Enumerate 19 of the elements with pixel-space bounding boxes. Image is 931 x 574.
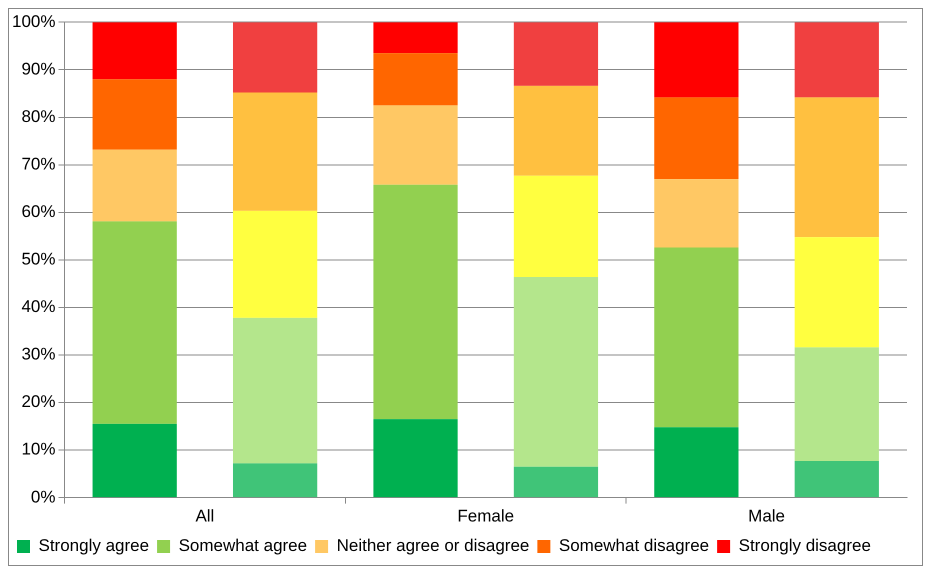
y-tick-label: 100% <box>12 12 56 31</box>
y-tick-label: 50% <box>21 250 56 269</box>
y-tick-label: 10% <box>21 440 56 459</box>
y-tick-label: 0% <box>30 487 56 506</box>
y-tick-label: 70% <box>21 154 56 174</box>
y-tick-label: 40% <box>21 297 56 316</box>
x-tick-label: All <box>195 506 214 526</box>
x-tick-label: Male <box>748 506 786 526</box>
y-tick-label: 90% <box>21 59 56 78</box>
legend-label: Somewhat agree <box>178 536 308 556</box>
legend-label: Strongly disagree <box>738 536 871 556</box>
legend-label: Neither agree or disagree <box>336 536 530 556</box>
legend-label: Strongly agree <box>38 536 150 556</box>
y-tick-label: 20% <box>21 392 56 412</box>
y-tick-label: 80% <box>21 106 56 126</box>
x-tick-label: Female <box>457 506 514 526</box>
legend-label: Somewhat disagree <box>558 536 710 556</box>
y-tick-label: 60% <box>21 202 56 222</box>
y-tick-label: 30% <box>21 344 56 364</box>
